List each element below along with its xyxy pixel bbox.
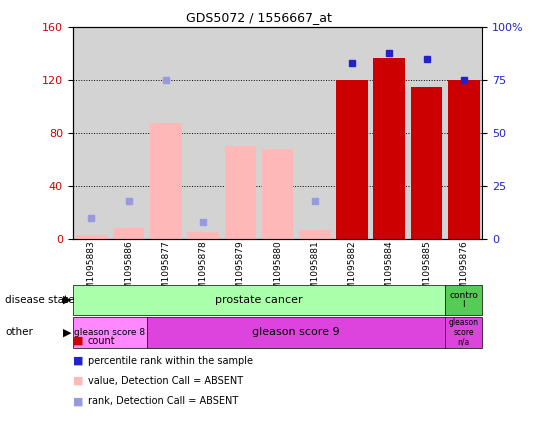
Text: percentile rank within the sample: percentile rank within the sample — [88, 356, 253, 366]
Bar — [411, 87, 443, 239]
Bar — [262, 149, 293, 239]
Text: prostate cancer: prostate cancer — [215, 295, 303, 305]
Text: ▶: ▶ — [63, 327, 71, 338]
Text: ■: ■ — [73, 335, 83, 346]
Bar — [75, 235, 107, 239]
Bar — [374, 58, 405, 239]
Bar — [187, 232, 219, 239]
Bar — [113, 228, 144, 239]
Text: gleason score 9: gleason score 9 — [252, 327, 340, 338]
Bar — [371, 27, 408, 239]
Bar — [225, 146, 256, 239]
Text: ■: ■ — [73, 396, 83, 407]
Text: contro
l: contro l — [450, 291, 478, 309]
Bar — [150, 123, 182, 239]
Text: disease state: disease state — [5, 295, 75, 305]
Bar — [448, 80, 480, 239]
Text: value, Detection Call = ABSENT: value, Detection Call = ABSENT — [88, 376, 243, 386]
Bar — [336, 80, 368, 239]
Bar — [73, 27, 110, 239]
Bar — [222, 27, 259, 239]
Text: ■: ■ — [73, 376, 83, 386]
Text: gleason
score
n/a: gleason score n/a — [449, 318, 479, 347]
Bar — [445, 27, 482, 239]
Bar — [408, 27, 445, 239]
Text: GDS5072 / 1556667_at: GDS5072 / 1556667_at — [186, 11, 331, 24]
Text: ■: ■ — [73, 356, 83, 366]
Text: rank, Detection Call = ABSENT: rank, Detection Call = ABSENT — [88, 396, 238, 407]
Bar — [184, 27, 222, 239]
Bar — [259, 27, 296, 239]
Bar — [110, 27, 147, 239]
Text: other: other — [5, 327, 33, 338]
Bar — [147, 27, 184, 239]
Bar — [299, 230, 330, 239]
Text: gleason score 8: gleason score 8 — [74, 328, 146, 337]
Text: ▶: ▶ — [63, 295, 71, 305]
Text: count: count — [88, 335, 115, 346]
Bar — [334, 27, 371, 239]
Bar — [296, 27, 334, 239]
